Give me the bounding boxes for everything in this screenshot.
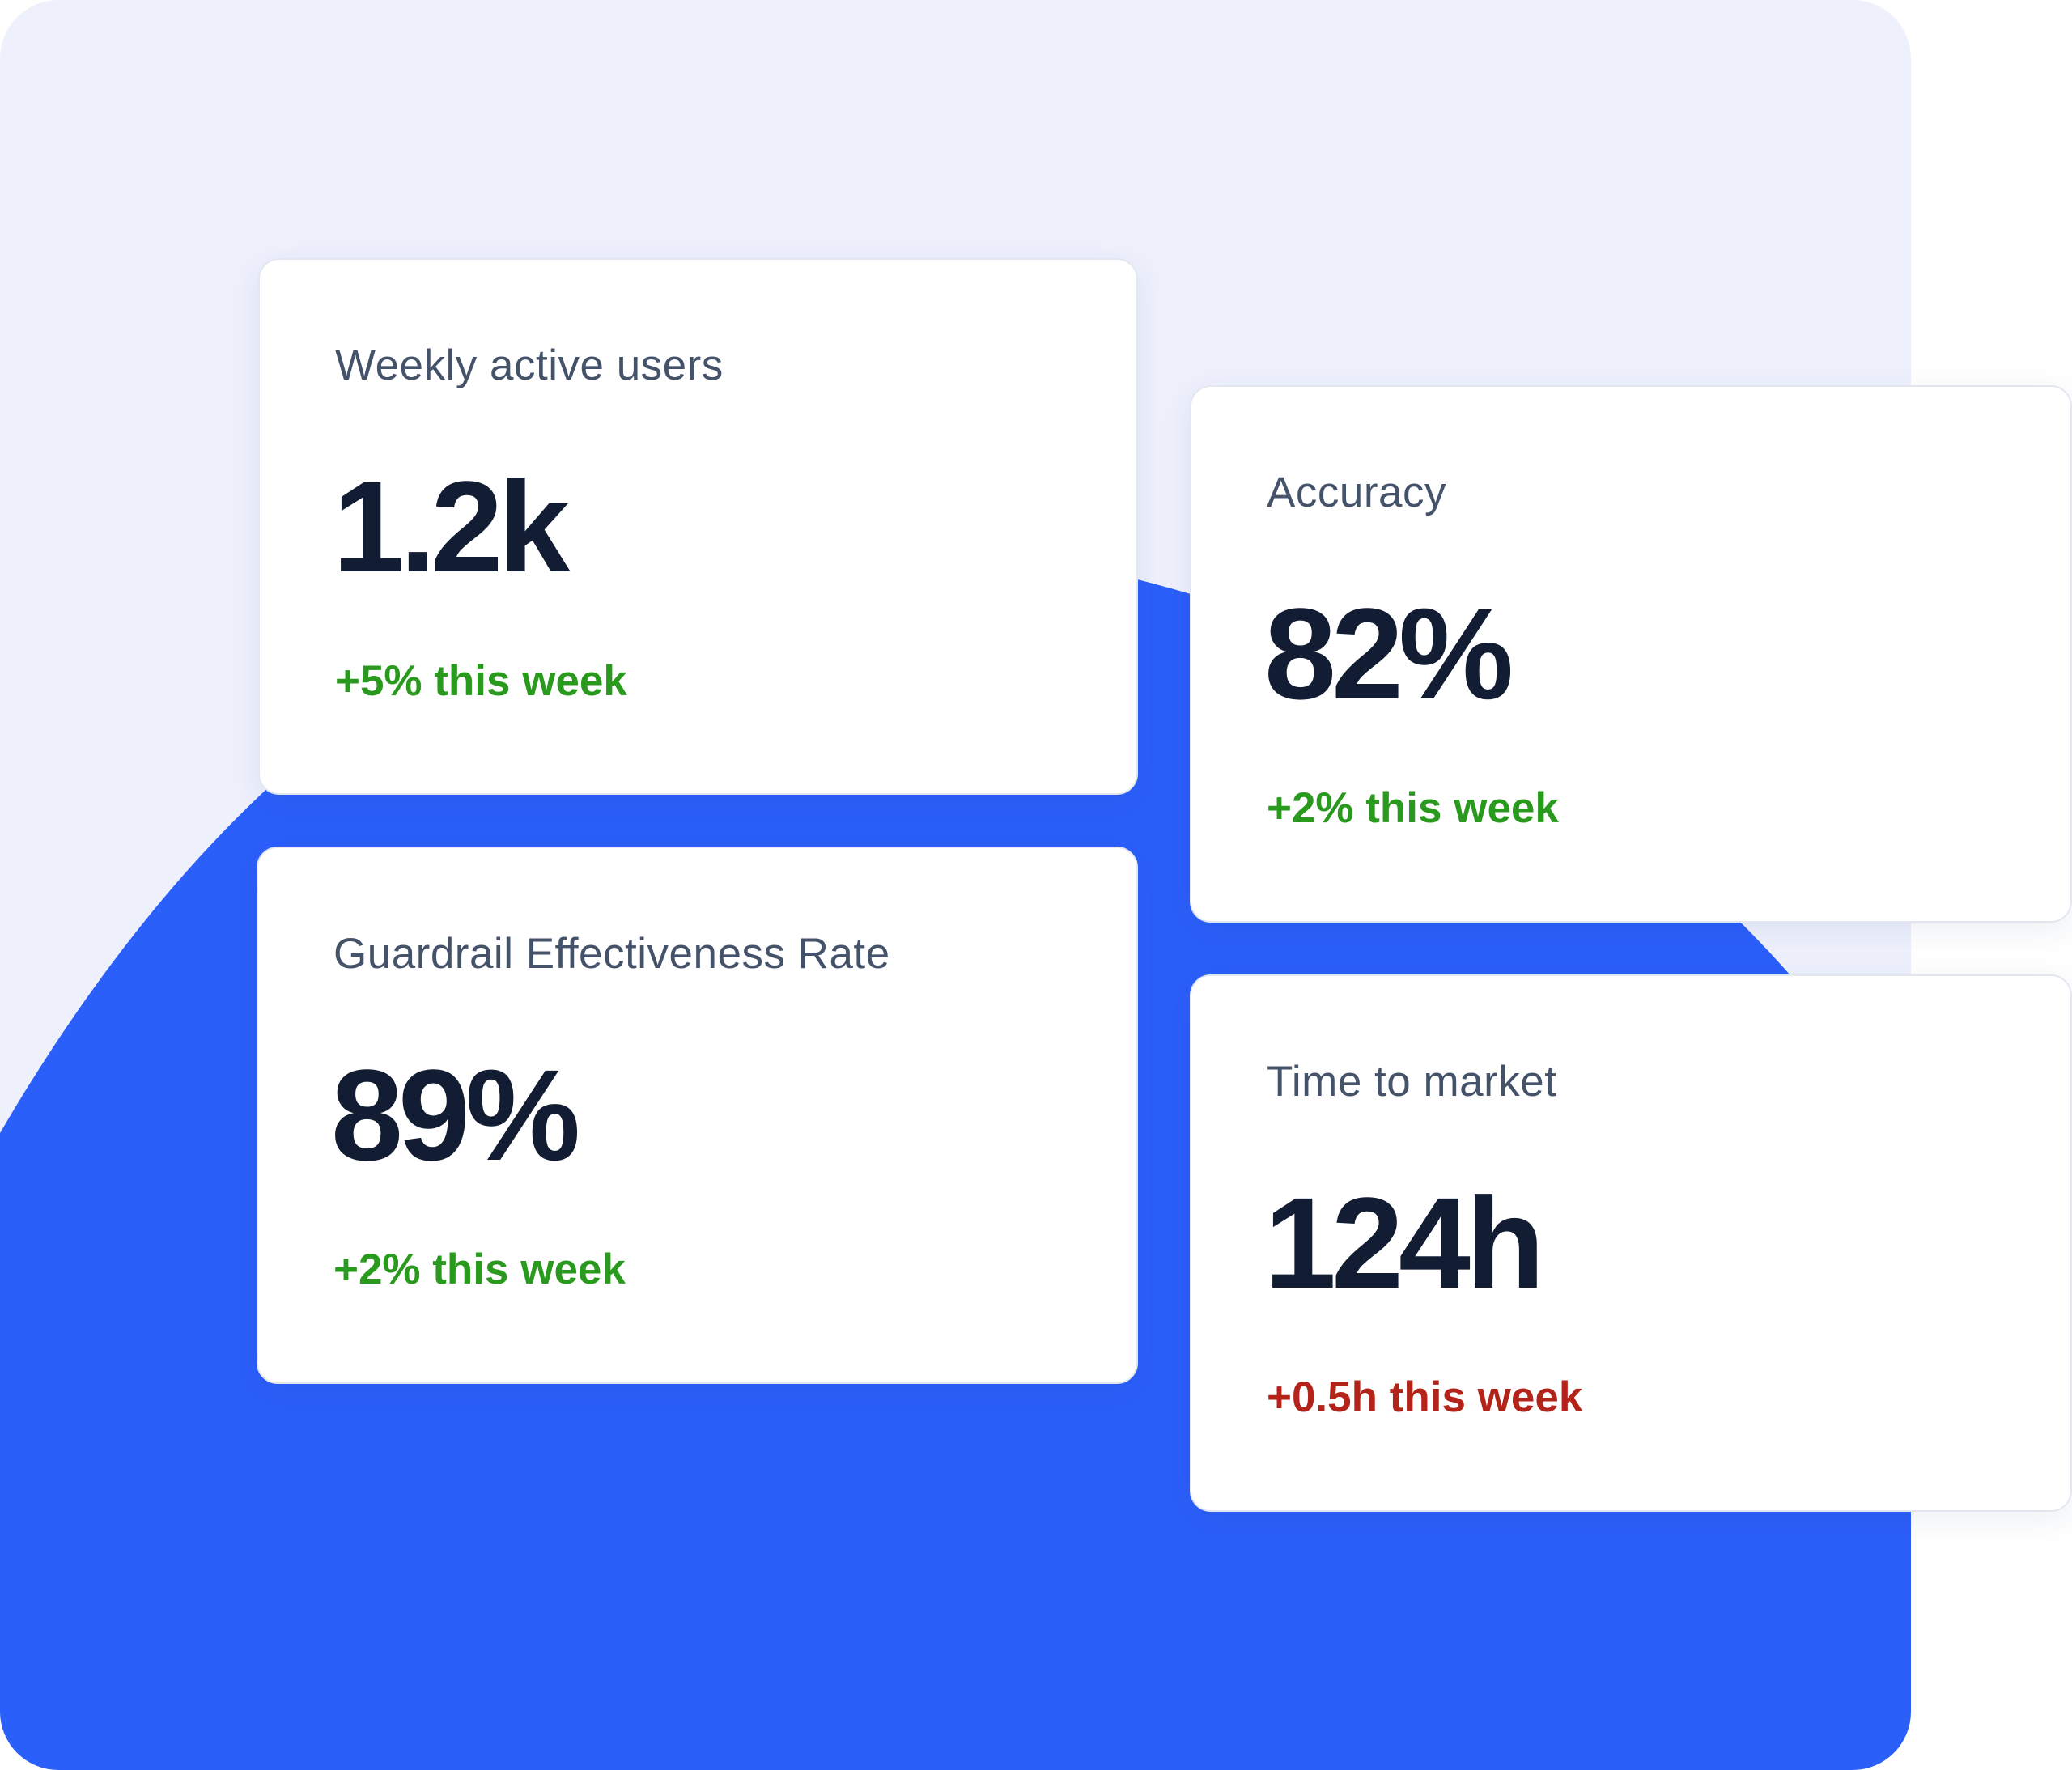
metric-value: 89% — [331, 1042, 580, 1187]
metric-value: 124h — [1264, 1170, 1545, 1315]
metric-card-time-to-market: Time to market 124h +0.5h this week — [1190, 974, 2072, 1512]
metric-card-weekly-active-users: Weekly active users 1.2k +5% this week — [258, 258, 1138, 795]
metric-label: Time to market — [1267, 1058, 1557, 1106]
metric-delta: +2% this week — [333, 1246, 626, 1293]
metric-card-accuracy: Accuracy 82% +2% this week — [1190, 385, 2072, 923]
metric-delta: +0.5h this week — [1267, 1373, 1583, 1421]
metric-delta: +2% this week — [1267, 784, 1559, 832]
metric-delta: +5% this week — [335, 657, 627, 705]
metric-card-guardrail-effectiveness-rate: Guardrail Effectiveness Rate 89% +2% thi… — [257, 847, 1138, 1384]
metric-value: 82% — [1264, 581, 1514, 726]
metric-label: Guardrail Effectiveness Rate — [333, 930, 890, 978]
metric-value: 1.2k — [333, 454, 570, 599]
metric-label: Accuracy — [1267, 469, 1446, 516]
metric-label: Weekly active users — [335, 342, 724, 389]
